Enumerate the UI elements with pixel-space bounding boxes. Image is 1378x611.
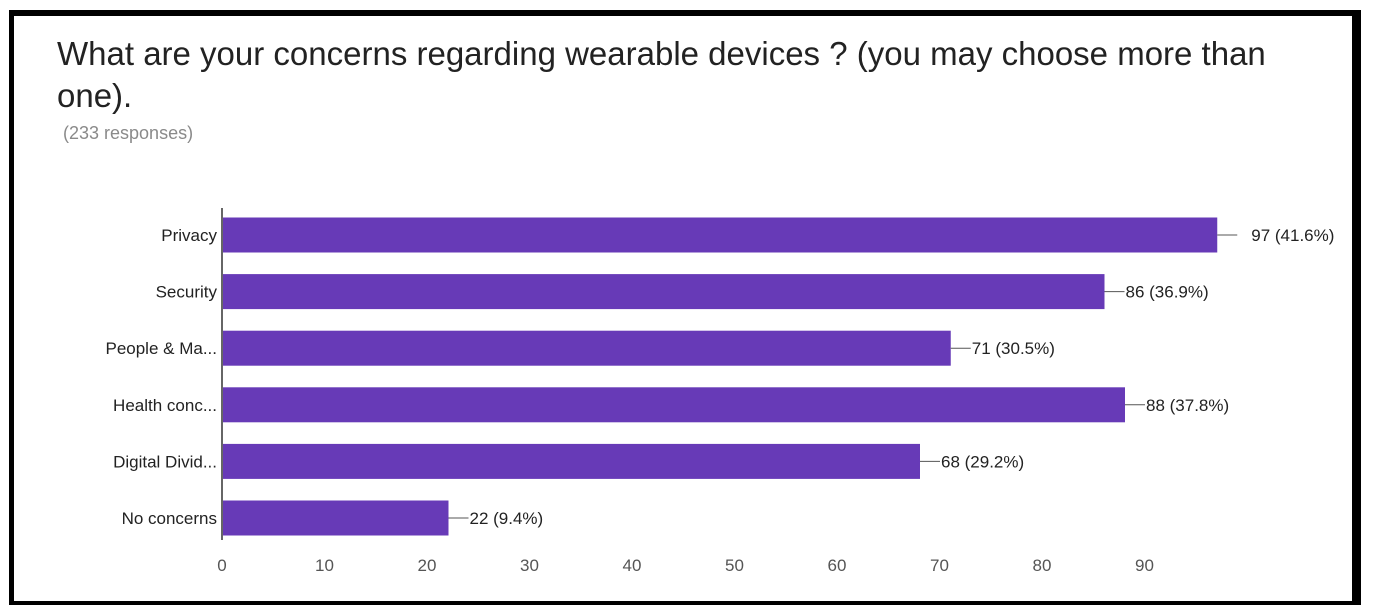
value-label: 71 (30.5%) xyxy=(972,339,1055,358)
x-tick-label: 90 xyxy=(1135,556,1154,575)
response-count: (233 responses) xyxy=(63,123,194,143)
x-tick-label: 0 xyxy=(217,556,226,575)
value-label: 86 (36.9%) xyxy=(1126,283,1209,302)
chart-title: What are your concerns regarding wearabl… xyxy=(57,35,1266,114)
bar xyxy=(223,330,951,366)
x-tick-label: 30 xyxy=(520,556,539,575)
x-tick-label: 50 xyxy=(725,556,744,575)
value-label: 68 (29.2%) xyxy=(941,452,1024,471)
bar xyxy=(223,217,1218,253)
category-label: No concerns xyxy=(122,509,217,528)
x-tick-label: 10 xyxy=(315,556,334,575)
category-label: Health conc... xyxy=(113,396,217,415)
bar xyxy=(223,387,1125,423)
value-label: 88 (37.8%) xyxy=(1146,396,1229,415)
bar xyxy=(223,443,920,479)
value-label: 22 (9.4%) xyxy=(470,509,544,528)
category-label: Security xyxy=(156,283,218,302)
x-tick-label: 60 xyxy=(828,556,847,575)
x-tick-label: 20 xyxy=(418,556,437,575)
x-tick-label: 80 xyxy=(1033,556,1052,575)
value-label: 97 (41.6%) xyxy=(1251,226,1334,245)
category-label: Digital Divid... xyxy=(113,452,217,471)
x-tick-label: 70 xyxy=(930,556,949,575)
bar xyxy=(223,274,1105,310)
bar xyxy=(223,500,449,536)
x-tick-label: 40 xyxy=(623,556,642,575)
category-label: Privacy xyxy=(161,226,217,245)
category-label: People & Ma... xyxy=(105,339,217,358)
